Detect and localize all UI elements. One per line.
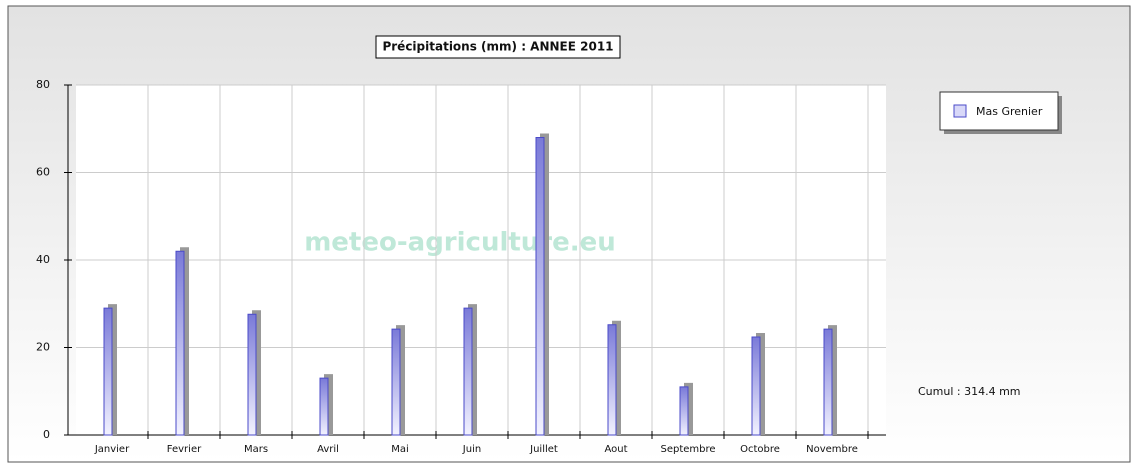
x-tick-label: Mars [244, 444, 268, 455]
bar [175, 250, 185, 436]
y-tick-label: 80 [36, 78, 50, 91]
x-tick-label: Aout [604, 444, 627, 455]
legend-swatch [953, 104, 967, 118]
y-tick-label: 20 [36, 341, 50, 354]
watermark: meteo-agriculture.eu [304, 228, 616, 258]
bar [103, 307, 113, 436]
x-tick-label: Janvier [94, 444, 130, 455]
legend-label: Mas Grenier [976, 105, 1043, 118]
bar [463, 307, 473, 436]
x-tick-label: Octobre [740, 444, 780, 455]
x-tick-label: Septembre [660, 444, 715, 455]
x-tick-label: Avril [317, 444, 339, 455]
x-tick-label: Juillet [529, 444, 558, 455]
bar [247, 313, 257, 436]
chart-title: Précipitations (mm) : ANNEE 2011 [382, 40, 613, 54]
bar [751, 336, 761, 436]
bar [391, 328, 401, 436]
y-tick-label: 40 [36, 253, 50, 266]
bar [823, 328, 833, 436]
bar [679, 386, 689, 436]
bar [319, 377, 329, 436]
bar [535, 137, 545, 436]
bar [607, 324, 617, 436]
y-tick-label: 0 [43, 428, 50, 441]
x-tick-label: Fevrier [167, 444, 202, 455]
y-tick-label: 60 [36, 166, 50, 179]
title-box [375, 35, 621, 59]
x-tick-label: Juin [462, 444, 481, 455]
x-tick-label: Mai [391, 444, 409, 455]
annotation: Cumul : 314.4 mm [918, 385, 1021, 398]
x-tick-label: Novembre [806, 444, 858, 455]
